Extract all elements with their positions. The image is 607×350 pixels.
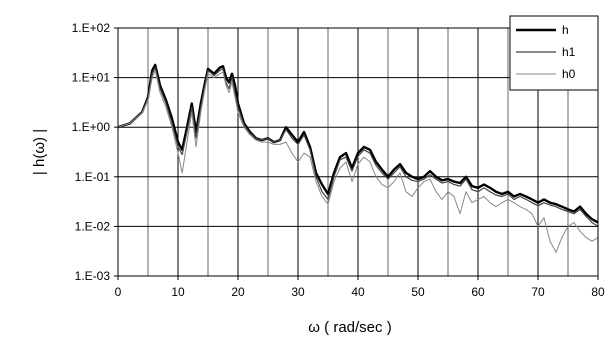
series-line-h1	[117, 66, 599, 227]
x-tick-label: 40	[351, 285, 365, 299]
legend-box	[509, 15, 599, 91]
y-tick-label: 1.E-01	[75, 170, 111, 184]
legend-label-h0: h0	[562, 67, 576, 81]
legend-label-h: h	[562, 23, 569, 37]
series-line-h	[117, 63, 599, 224]
x-tick-label: 10	[171, 285, 185, 299]
y-tick-label: 1.E-02	[75, 219, 111, 233]
legend-label-h1: h1	[562, 45, 576, 59]
x-tick-label: 30	[291, 285, 305, 299]
x-tick-label: 20	[231, 285, 245, 299]
x-tick-label: 60	[471, 285, 485, 299]
x-axis-label: ω ( rad/sec )	[308, 319, 391, 336]
y-tick-label: 1.E-03	[75, 269, 111, 283]
x-tick-label: 80	[591, 285, 605, 299]
y-tick-label: 1.E+00	[72, 120, 111, 134]
x-tick-label: 70	[531, 285, 545, 299]
y-axis-label: | h(ω) |	[31, 129, 48, 175]
series-line-h0	[117, 69, 599, 253]
x-tick-label: 50	[411, 285, 425, 299]
y-tick-label: 1.E+02	[72, 21, 111, 35]
y-tick-label: 1.E+01	[72, 71, 111, 85]
x-tick-label: 0	[115, 285, 122, 299]
